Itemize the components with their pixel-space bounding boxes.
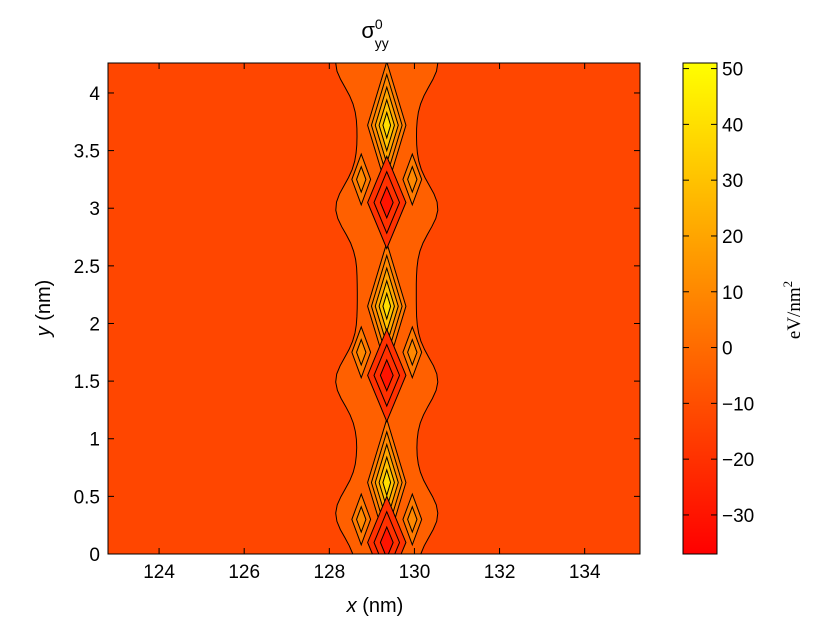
colorbar-tick-label: 40 [722, 115, 743, 136]
y-tick-label: 0.5 [74, 487, 100, 508]
contour-side-lobe [407, 505, 418, 534]
contour-trough [379, 185, 394, 220]
x-tick-label: 130 [399, 562, 431, 583]
x-tick-label: 132 [484, 562, 516, 583]
colorbar-tick-label: −10 [722, 394, 754, 415]
x-tick-label: 126 [228, 562, 260, 583]
x-axis-ticks: 124 126 128 130 132 134 [143, 63, 601, 583]
x-axis-label: x (nm) [346, 595, 404, 617]
plot-frame [107, 62, 641, 555]
colorbar-tick-label: 30 [722, 171, 743, 192]
colorbar-unit-superscript: 2 [780, 281, 795, 288]
contour-peak [382, 291, 392, 321]
y-tick-label: 2 [89, 314, 100, 335]
x-tick-label: 124 [143, 562, 175, 583]
contour-trough [379, 525, 394, 554]
contour-peak [382, 110, 392, 140]
title-symbol: σ [361, 18, 375, 43]
contour-side-lobe [356, 165, 367, 194]
contour-trough [379, 358, 394, 393]
contour-regions [335, 63, 439, 554]
colorbar-unit: eV/nm [784, 287, 805, 339]
y-axis-ticks: 0 0.5 1 1.5 2 2.5 3 3.5 4 [74, 84, 640, 566]
chart-title: σ0 yy [361, 16, 388, 51]
contour-side-lobe [356, 505, 367, 534]
title-superscript: 0 [375, 16, 383, 32]
y-tick-label: 1 [89, 430, 100, 451]
colorbar-tick-label: −20 [722, 450, 754, 471]
y-tick-label: 3 [89, 199, 100, 220]
contour-side-lobe [356, 338, 367, 367]
colorbar [682, 62, 718, 555]
colorbar-label: eV/nm2 [780, 281, 805, 339]
contour-plot-area [108, 63, 640, 554]
x-tick-label: 128 [313, 562, 345, 583]
y-axis-unit: (nm) [33, 280, 55, 327]
title-subscript: yy [375, 35, 389, 51]
y-tick-label: 3.5 [74, 142, 100, 163]
x-axis-unit: (nm) [357, 595, 404, 617]
colorbar-ticks: 50 40 30 20 10 0 −10 −20 −30 [683, 60, 754, 527]
y-tick-label: 0 [89, 545, 100, 566]
contour-side-lobe [407, 338, 418, 367]
colorbar-tick-label: 10 [722, 283, 743, 304]
x-tick-label: 134 [569, 562, 601, 583]
colorbar-tick-label: 0 [722, 339, 733, 360]
colorbar-tick-label: 50 [722, 60, 743, 81]
colorbar-tick-label: −30 [722, 506, 754, 527]
y-tick-label: 4 [89, 84, 100, 105]
colorbar-tick-label: 20 [722, 227, 743, 248]
x-axis-var: x [346, 595, 358, 617]
y-tick-label: 2.5 [74, 257, 100, 278]
y-axis-label: y (nm) [33, 280, 55, 339]
y-axis-var: y [33, 325, 55, 338]
y-tick-label: 1.5 [74, 372, 100, 393]
contour-side-lobe [407, 165, 418, 194]
